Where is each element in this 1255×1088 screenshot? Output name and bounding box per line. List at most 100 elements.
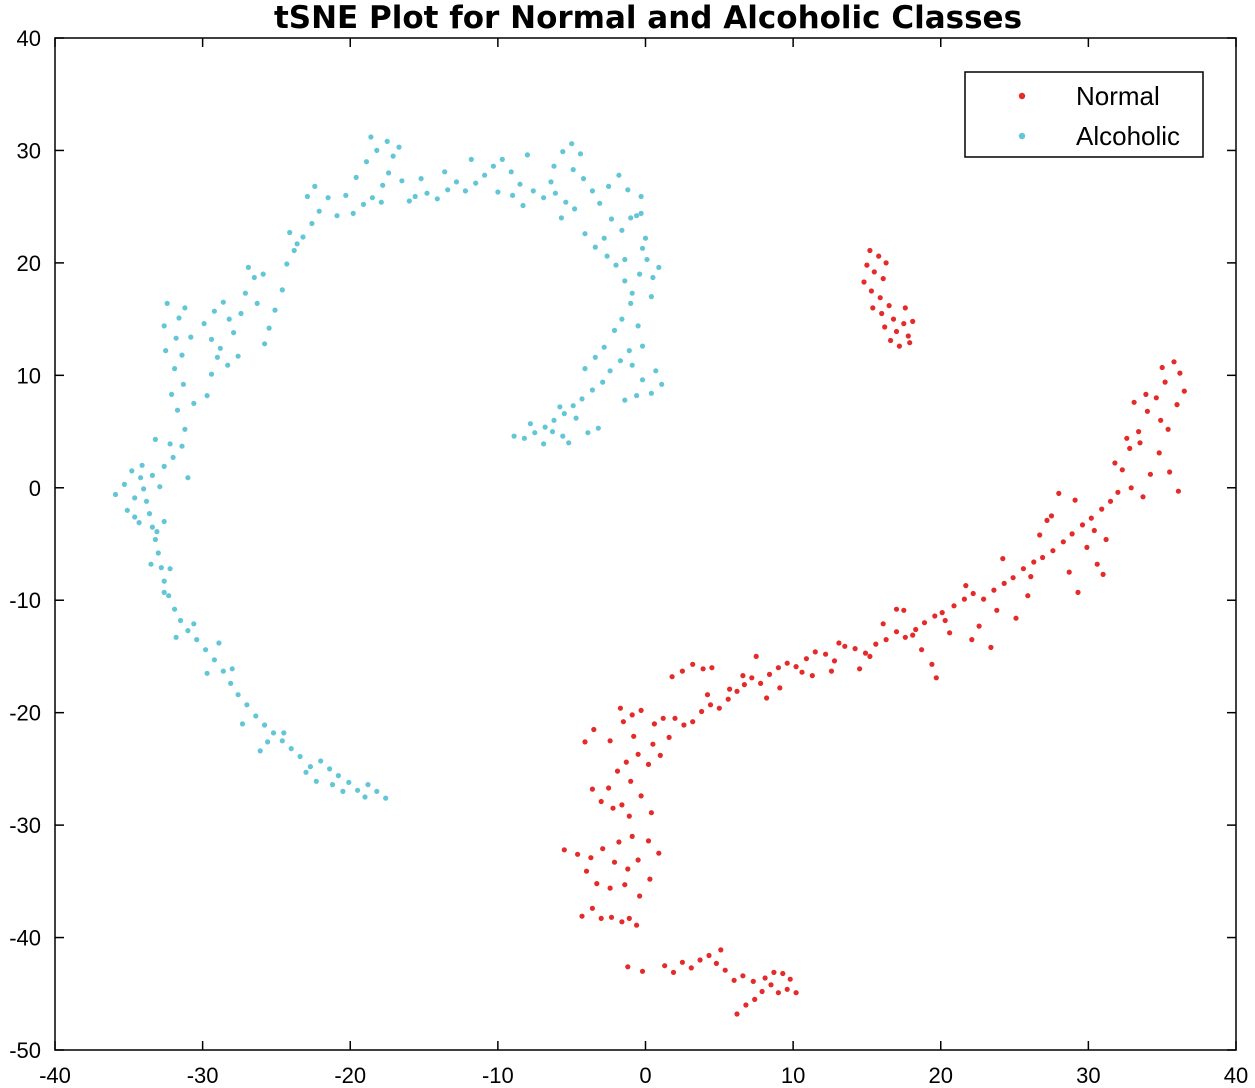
point-alcoholic-33 — [141, 486, 147, 492]
point-normal-92 — [620, 719, 627, 725]
point-alcoholic-168 — [608, 216, 615, 222]
point-alcoholic-173 — [442, 169, 448, 175]
point-normal-90 — [591, 726, 597, 733]
point-normal-176 — [1084, 544, 1090, 551]
point-normal-98 — [672, 715, 678, 721]
point-normal-60 — [561, 847, 567, 853]
point-normal-1 — [876, 253, 882, 259]
point-normal-167 — [988, 644, 994, 651]
point-normal-172 — [1048, 513, 1055, 519]
point-normal-88 — [631, 733, 637, 739]
point-alcoholic-47 — [191, 621, 197, 627]
point-alcoholic-129 — [343, 192, 349, 198]
point-normal-59 — [583, 868, 590, 874]
point-normal-4 — [871, 269, 877, 275]
point-normal-188 — [1165, 426, 1171, 432]
point-alcoholic-48 — [173, 634, 179, 640]
point-alcoholic-101 — [254, 300, 260, 306]
point-alcoholic-50 — [167, 566, 173, 572]
y-tick-label--10: -10 — [9, 588, 41, 613]
point-alcoholic-2 — [365, 782, 371, 788]
point-alcoholic-192 — [617, 358, 624, 364]
point-alcoholic-95 — [231, 330, 237, 336]
point-alcoholic-4 — [346, 779, 352, 786]
point-alcoholic-117 — [350, 210, 356, 216]
point-alcoholic-217 — [527, 421, 534, 427]
point-normal-71 — [656, 850, 662, 856]
point-normal-206 — [1072, 497, 1078, 503]
point-alcoholic-177 — [495, 189, 501, 195]
point-alcoholic-213 — [566, 440, 572, 446]
point-alcoholic-83 — [191, 400, 197, 406]
legend-marker-normal — [1018, 92, 1026, 100]
point-normal-144 — [1107, 498, 1114, 504]
point-alcoholic-119 — [369, 195, 375, 201]
point-normal-11 — [879, 310, 885, 317]
point-normal-149 — [700, 666, 706, 672]
point-alcoholic-104 — [272, 307, 278, 313]
point-alcoholic-174 — [418, 176, 424, 182]
point-alcoholic-61 — [129, 468, 135, 474]
legend-box — [964, 71, 1204, 158]
point-normal-21 — [902, 305, 908, 311]
point-normal-207 — [1091, 527, 1097, 534]
point-normal-137 — [1040, 554, 1046, 561]
point-normal-168 — [994, 607, 1000, 613]
point-normal-208 — [1100, 571, 1106, 578]
point-normal-51 — [608, 914, 615, 920]
point-alcoholic-148 — [552, 190, 559, 196]
point-alcoholic-166 — [628, 215, 634, 221]
point-normal-13 — [901, 321, 907, 327]
point-normal-199 — [1181, 388, 1187, 394]
point-alcoholic-52 — [132, 514, 138, 520]
point-normal-112 — [793, 664, 799, 670]
point-alcoholic-110 — [316, 208, 322, 214]
point-normal-80 — [648, 810, 655, 816]
point-alcoholic-5 — [335, 773, 341, 779]
point-alcoholic-156 — [577, 151, 584, 157]
point-alcoholic-106 — [284, 261, 290, 267]
point-alcoholic-221 — [659, 381, 665, 387]
point-normal-27 — [775, 990, 782, 996]
point-normal-128 — [951, 603, 957, 609]
point-normal-190 — [1167, 469, 1173, 475]
point-alcoholic-123 — [396, 144, 402, 150]
point-alcoholic-20 — [203, 647, 209, 653]
point-normal-3 — [864, 262, 870, 268]
point-normal-177 — [1094, 561, 1100, 567]
point-normal-123 — [902, 634, 908, 640]
point-normal-49 — [626, 915, 632, 922]
point-normal-39 — [706, 952, 712, 959]
point-normal-33 — [762, 975, 768, 981]
point-alcoholic-100 — [260, 271, 266, 277]
point-alcoholic-14 — [253, 713, 259, 719]
point-normal-5 — [880, 276, 886, 282]
point-alcoholic-158 — [580, 176, 587, 182]
point-alcoholic-189 — [611, 327, 618, 333]
point-alcoholic-115 — [287, 229, 293, 236]
point-normal-125 — [921, 620, 928, 626]
point-normal-158 — [867, 653, 873, 660]
point-alcoholic-22 — [185, 628, 191, 634]
points-layer — [112, 134, 1187, 1017]
point-normal-200 — [1159, 364, 1165, 371]
point-alcoholic-16 — [235, 692, 241, 698]
point-alcoholic-15 — [244, 702, 250, 708]
point-alcoholic-167 — [619, 227, 625, 233]
point-normal-180 — [1127, 445, 1133, 451]
point-alcoholic-170 — [592, 244, 598, 250]
point-normal-63 — [600, 846, 606, 852]
point-normal-45 — [662, 963, 668, 969]
point-alcoholic-86 — [214, 354, 220, 360]
point-alcoholic-93 — [225, 362, 231, 368]
point-alcoholic-91 — [226, 316, 232, 322]
point-normal-69 — [629, 833, 635, 840]
point-normal-93 — [629, 712, 635, 718]
point-normal-30 — [787, 976, 793, 982]
point-alcoholic-72 — [169, 391, 175, 397]
point-alcoholic-130 — [378, 199, 384, 205]
point-alcoholic-68 — [152, 436, 158, 442]
point-alcoholic-18 — [220, 668, 226, 674]
point-normal-18 — [896, 343, 903, 349]
